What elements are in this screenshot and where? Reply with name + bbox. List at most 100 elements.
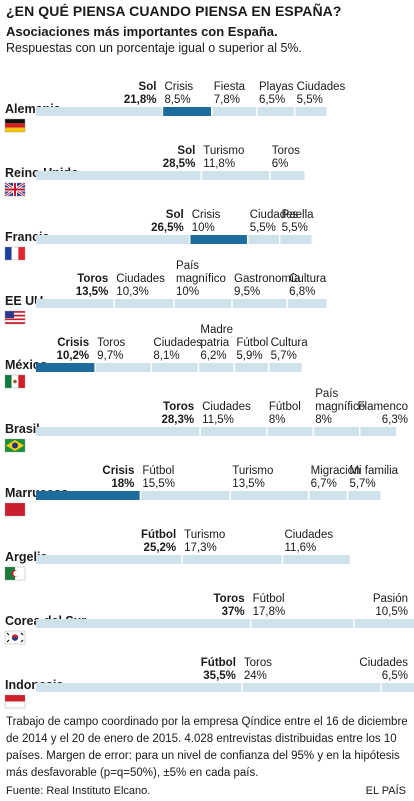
bar-segment (268, 363, 302, 372)
value-label: 6,8% (289, 286, 315, 298)
value-label: 17,8% (253, 606, 286, 618)
category-label: Ciudades (153, 337, 202, 349)
value-label: 6,2% (200, 350, 226, 362)
flag-part (5, 314, 25, 317)
publisher-logo: EL PAÍS (365, 785, 406, 797)
bar-segment (198, 363, 235, 372)
bar-segment (36, 107, 163, 116)
bar-segment (36, 491, 141, 500)
bar-segment (36, 235, 190, 244)
value-label: 18% (111, 478, 134, 490)
category-label: Pasión (373, 593, 408, 605)
value-label: 5,5% (250, 222, 276, 234)
methodology-note: Trabajo de campo coordinado por la empre… (6, 716, 408, 779)
category-label: magnífico (176, 273, 226, 285)
value-label: 28,3% (162, 414, 195, 426)
bar-segment (241, 683, 382, 692)
category-label: Sol (166, 209, 184, 221)
flag-part (5, 318, 25, 321)
category-label: Ciudades (297, 81, 346, 93)
bar-segment (282, 555, 350, 564)
category-label: Fútbol (269, 401, 301, 413)
bar-segment (36, 363, 96, 372)
bar-segment (266, 427, 314, 436)
category-label: País (315, 388, 338, 400)
value-label: 26,5% (151, 222, 184, 234)
bar-segment (201, 171, 270, 180)
value-label: 5,7% (271, 350, 297, 362)
category-label: Mi familia (349, 465, 398, 477)
bar-segment (174, 299, 233, 308)
country-row: México10,2%Crisis9,7%Toros8,1%Ciudades6,… (4, 324, 309, 389)
ma-flag-icon (4, 502, 26, 517)
source-credit: Fuente: Real Instituto Elcano. (6, 785, 151, 797)
flag-part (15, 567, 25, 580)
category-label: Paella (282, 209, 315, 221)
flag-part (5, 123, 25, 128)
category-label: magnífico (315, 401, 365, 413)
bar-segment (211, 107, 257, 116)
category-label: patria (200, 337, 229, 349)
bar-segment (114, 299, 175, 308)
flag-part (5, 375, 12, 388)
category-label: Crisis (102, 465, 134, 477)
page-title: ¿EN QUÉ PIENSA CUANDO PIENSA EN ESPAÑA? (6, 3, 342, 19)
category-label: Fútbol (142, 465, 174, 477)
category-label: Fútbol (236, 337, 268, 349)
category-label: Toros (77, 273, 108, 285)
value-label: 28,5% (163, 158, 196, 170)
flag-border (4, 374, 26, 389)
flag-part (5, 695, 25, 702)
country-row: Francia26,5%Sol10%Crisis5,5%Ciudades5,5%… (4, 209, 315, 261)
flag-part (11, 247, 19, 260)
fr-flag-icon (4, 246, 26, 261)
country-row: Marruecos18%Crisis15,5%Fútbol13,5%Turism… (4, 465, 399, 517)
gb-flag-icon (4, 181, 26, 198)
category-label: Crisis (57, 337, 89, 349)
value-label: 8% (315, 414, 332, 426)
category-label: Ciudades (202, 401, 251, 413)
value-label: 11,5% (202, 414, 234, 426)
country-row: Brasil28,3%Toros11,5%Ciudades8%Fútbol8%m… (4, 388, 409, 453)
category-label: Sol (139, 81, 157, 93)
flag-part (13, 379, 17, 384)
value-label: 10,3% (116, 286, 149, 298)
category-label: Sol (177, 145, 195, 157)
flag-part (5, 188, 25, 191)
flag-part (5, 701, 25, 708)
category-label: Turismo (184, 529, 225, 541)
value-label: 37% (222, 606, 245, 618)
value-label: 9,7% (97, 350, 123, 362)
bar-segment (200, 427, 267, 436)
bar-segment (36, 171, 202, 180)
country-row: Alemania21,8%Sol8,5%Crisis7,8%Fiesta6,5%… (4, 81, 346, 133)
category-label: Flamenco (358, 401, 409, 413)
value-label: 24% (244, 670, 267, 682)
category-label: Crisis (192, 209, 221, 221)
value-label: 9,5% (234, 286, 260, 298)
bar-segment (95, 363, 152, 372)
value-label: 15,5% (142, 478, 175, 490)
category-label: Cultura (271, 337, 309, 349)
value-label: 10,5% (375, 606, 408, 618)
bar-segment (232, 299, 288, 308)
bar-segment (256, 107, 295, 116)
mx-flag-icon (4, 374, 26, 389)
flag-part (5, 567, 15, 580)
flag-part (6, 632, 24, 643)
country-row: Argelia25,2%Fútbol17,3%Turismo11,6%Ciuda… (4, 529, 350, 581)
category-label: Migración (311, 465, 361, 477)
value-label: 6% (272, 158, 289, 170)
chart-subtitle: Asociaciones más importantes con España. (6, 24, 278, 39)
bar-segment (250, 619, 354, 628)
bar-segment (140, 491, 231, 500)
bar-segment (230, 491, 309, 500)
flag-border (4, 246, 26, 261)
category-label: Toros (272, 145, 300, 157)
value-label: 25,2% (144, 542, 177, 554)
category-label: Toros (214, 593, 245, 605)
country-row: Corea del Sur37%Toros17,8%Fútbol10,5%Pas… (4, 593, 414, 645)
category-label: Ciudades (359, 657, 408, 669)
flag-part (13, 570, 19, 577)
